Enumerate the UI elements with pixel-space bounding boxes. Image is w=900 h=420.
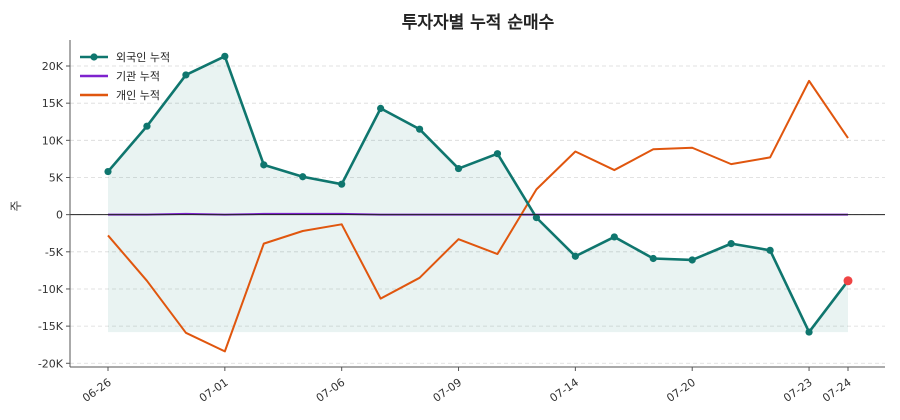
- y-tick-label: 0: [56, 209, 63, 222]
- data-point: [143, 122, 151, 130]
- data-point: [454, 164, 463, 173]
- y-tick-label: -20K: [38, 357, 64, 370]
- data-point: [182, 71, 190, 79]
- axes: [69, 40, 885, 368]
- data-point: [299, 173, 307, 181]
- legend-marker: [90, 53, 98, 61]
- data-point: [727, 240, 735, 248]
- data-point: [104, 167, 112, 176]
- x-tick-label: 07-14: [547, 376, 581, 405]
- series-line: [107, 79, 849, 353]
- y-axis-label: 주: [9, 200, 23, 211]
- data-point: [649, 254, 657, 263]
- x-tick-label: 07-20: [664, 376, 698, 405]
- data-point: [571, 252, 579, 260]
- data-point: [610, 233, 618, 241]
- data-point: [805, 328, 813, 336]
- x-tick-label: 07-06: [314, 376, 348, 405]
- series-area-fill: [108, 56, 848, 333]
- legend-label: 외국인 누적: [116, 51, 170, 64]
- y-tick-label: -10K: [38, 283, 64, 296]
- data-point: [221, 52, 229, 60]
- data-point: [766, 246, 774, 254]
- legend-label: 개인 누적: [116, 89, 160, 102]
- latest-point-marker: [843, 276, 853, 286]
- y-tick-label: -5K: [45, 246, 64, 259]
- data-point: [415, 125, 424, 133]
- data-point: [260, 161, 268, 169]
- x-tick-label: 07-23: [781, 376, 815, 405]
- y-tick-label: -15K: [38, 320, 64, 333]
- chart-title: 투자자별 누적 순매수: [402, 13, 555, 33]
- y-tick-label: 15K: [42, 97, 64, 110]
- series-line: [107, 55, 850, 334]
- y-tick-label: 5K: [49, 171, 64, 184]
- legend-label: 기관 누적: [116, 70, 160, 83]
- data-point: [688, 256, 696, 264]
- x-tick-label: 07-01: [197, 376, 231, 405]
- series-markers: [104, 52, 853, 336]
- y-tick-label: 20K: [42, 60, 64, 73]
- y-tick-label: 10K: [42, 134, 64, 147]
- x-tick-label: 06-26: [80, 376, 114, 405]
- area-fills: [108, 56, 848, 333]
- x-tick-label: 07-24: [820, 376, 854, 405]
- data-point: [377, 104, 385, 112]
- data-point: [338, 180, 346, 188]
- y-axis-ticks: -20K -15K -10K -5K 0 5K 10K 15K 20K: [38, 60, 70, 370]
- x-tick-label: 07-09: [431, 376, 465, 405]
- data-point: [493, 150, 502, 158]
- data-point: [532, 214, 541, 222]
- x-axis-ticks: 06-26 07-01 07-06 07-09 07-14 07-20 07-23 07-24: [80, 367, 854, 405]
